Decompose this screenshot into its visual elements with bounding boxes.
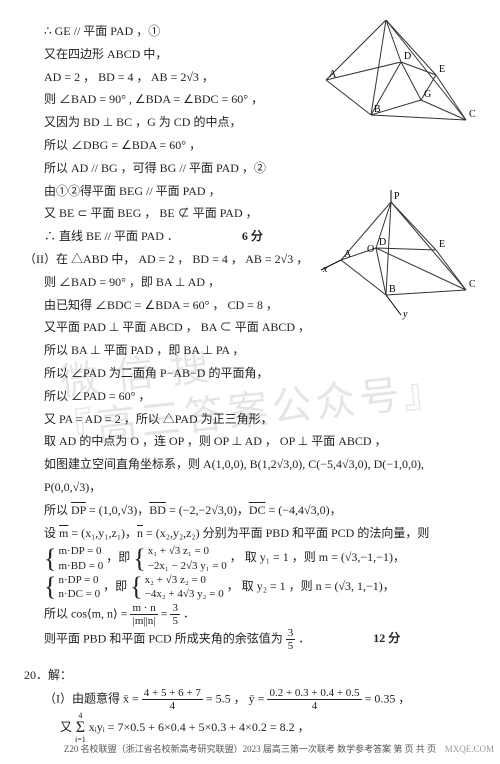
cos-p: ． [183,606,195,620]
s1a2: m·BD = 0 [58,560,103,572]
sigma-icon: Σ [75,720,86,736]
sum-sup: 4 [75,712,86,720]
vec-dc: DC [249,503,266,517]
conc-a: 则平面 PBD 和平面 PCD 所成夹角的余弦值为 [44,631,286,645]
svg-text:E: E [439,64,445,75]
q20-head: 20．解： [24,664,476,687]
q20-f1d: 4 [142,700,203,712]
figure-1: PADEBGC [316,20,476,138]
vec-dp: DP [71,503,86,517]
p2-l10: 所以 DP = (1,0,√3)，BD = (−2,−2√3,0)，DC = (… [24,499,476,522]
q20-part1: （I）由题意得 x̄ = 4 + 5 + 6 + 74 = 5.5 ， ȳ = … [24,687,476,712]
cos-a: 所以 cos⟨m, n⟩ = [44,606,130,620]
p2-l10-b: = (1,0,√3)， [86,503,149,517]
system-2: { n·DP = 0 n·DC = 0 ，即 { x₂ + √3 z₂ = 0 … [24,573,476,602]
p2-l7: 又 PA = AD = 2 ，所以 △PAD 为正三角形， [24,408,476,431]
p2-l6: 所以 ∠PAD = 60° ， [24,385,476,408]
p2-l11: 设 m = (x₁,y₁,z₁)，n = (x₂,y₂,z₂) 分别为平面 PB… [24,522,476,545]
score-6: 6 分 [242,225,263,248]
score-12: 12 分 [373,627,400,650]
svg-text:O: O [367,244,374,255]
conc-fd: 5 [286,640,296,652]
brace-icon: { [44,574,56,600]
s2b2: −4x₂ + 4√3 y₂ = 0 [145,588,224,600]
svg-text:y: y [402,309,408,320]
svg-text:C: C [469,279,476,290]
svg-text:P: P [394,191,400,202]
p2-l5: 所以 ∠PAD 为二面角 P−AB−D 的平面角， [24,362,476,385]
svg-text:x: x [322,264,328,275]
brace-icon: { [44,546,56,572]
figure-2: PADEOBCzxy [316,190,476,333]
brace-icon: { [130,574,142,600]
q20-sb: xᵢyᵢ = 7×0.5 + 6×0.4 + 5×0.3 + 4×0.2 = 8… [89,720,310,734]
p2-l10-c: = (−2,−2√3,0)， [166,503,249,517]
p2-l11-c: = (x₂,y₂,z₂) 分别为平面 PBD 和平面 PCD 的法向量，则 [143,526,429,540]
p2-l10-a: 所以 [44,503,71,517]
s1tail: ， 取 y₁ = 1 ，则 m = (√3,−1,−1)， [230,550,405,564]
s1a1: m·DP = 0 [58,545,101,557]
brace-icon: { [133,546,145,572]
q20-a: （I）由题意得 x̄ = [44,691,142,705]
cos-num: m · n [130,602,157,615]
q20-f1n: 4 + 5 + 6 + 7 [142,687,203,700]
conclusion: 则平面 PBD 和平面 PCD 所成夹角的余弦值为 35 ． 12 分 [24,627,476,652]
page-footer: Z20 名校联盟（浙江省名校新高考研究联盟）2023 届高三第一次联考 数学参考… [0,741,500,758]
svg-text:B: B [389,284,396,295]
p2-l10-d: = (−4,4√3,0)， [266,503,342,517]
svg-text:D: D [404,51,411,62]
svg-text:D: D [379,237,386,248]
system-1: { m·DP = 0 m·BD = 0 ，即 { x₁ + √3 z₁ = 0 … [24,544,476,573]
p2-l11-a: 设 [44,526,59,540]
cos-eq: = [161,606,171,620]
svg-text:A: A [329,69,337,80]
cos-line: 所以 cos⟨m, n⟩ = m · n|m||n| = 35 ． [24,602,476,627]
p2-l4: 所以 BA ⊥ 平面 PAD ，即 BA ⊥ PA ， [24,339,476,362]
s1mid: ，即 [106,550,130,564]
q20-sa: 又 [60,720,75,734]
q20-m2: = 0.35 ， [365,691,411,705]
conc-p: ． [298,631,310,645]
svg-text:C: C [469,109,476,120]
svg-text:E: E [439,239,445,250]
p2-l11-b: = (x₁,y₁,z₁)， [68,526,137,540]
s1b2: −2x₁ − 2√3 y₁ = 0 [148,560,227,572]
s1b1: x₁ + √3 z₁ = 0 [148,545,209,557]
svg-text:A: A [344,249,352,260]
q20-f2n: 0.2 + 0.3 + 0.4 + 0.5 [267,687,361,700]
q20-sum: 又 4 Σ i=1 xᵢyᵢ = 7×0.5 + 6×0.4 + 5×0.3 +… [24,712,476,744]
conc-fn: 3 [286,627,296,640]
q20-f2d: 4 [267,700,361,712]
vec-bd: BD [149,503,166,517]
p2-l8: 取 AD 的中点为 O ，连 OP ，则 OP ⊥ AD ， OP ⊥ 平面 A… [24,430,476,453]
s2a2: n·DC = 0 [58,588,100,600]
p2-l9: 如图建立空间直角坐标系，则 A(1,0,0), B(1,2√3,0), C(−5… [24,453,476,499]
s2b1: x₂ + √3 z₂ = 0 [145,574,206,586]
p1-l10-text: ∴ 直线 BE // 平面 PAD ． [44,229,179,243]
s2mid: ，即 [103,579,127,593]
cos-den: |m||n| [130,615,157,627]
s2tail: ， 取 y₂ = 1 ，则 n = (√3, 1,−1)， [227,579,395,593]
vec-m: m [59,526,68,540]
cos-fn: 3 [170,602,180,615]
q20-m1: = 5.5 ， ȳ = [206,691,268,705]
svg-text:B: B [374,104,381,115]
cos-fd: 5 [170,615,180,627]
page-content: PADEBGC PADEOBCzxy 微 信 搜 『高三答案公众号』 ∴ GE … [24,20,476,744]
s2a1: n·DP = 0 [58,574,98,586]
p1-l7: 所以 AD // BG ，可得 BG // 平面 PAD ，② [24,157,476,180]
svg-text:G: G [424,89,431,100]
corner-mark: MXQE.COM [445,741,494,758]
